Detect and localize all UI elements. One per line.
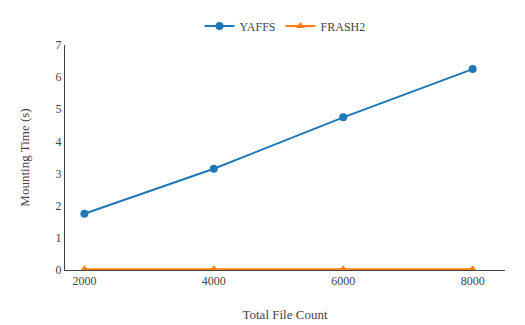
svg-text:1: 1 xyxy=(56,231,62,245)
svg-text:3: 3 xyxy=(56,167,62,181)
svg-text:6000: 6000 xyxy=(331,274,355,288)
svg-text:4000: 4000 xyxy=(202,274,226,288)
svg-text:Total File Count: Total File Count xyxy=(242,307,327,322)
svg-text:2000: 2000 xyxy=(72,274,96,288)
svg-text:FRASH2: FRASH2 xyxy=(321,20,366,34)
svg-text:4: 4 xyxy=(56,135,62,149)
svg-text:0: 0 xyxy=(56,263,62,277)
svg-text:Mounting Time (s): Mounting Time (s) xyxy=(17,108,32,206)
svg-text:8000: 8000 xyxy=(461,274,485,288)
svg-text:5: 5 xyxy=(56,102,62,116)
svg-text:7: 7 xyxy=(56,38,62,52)
svg-text:6: 6 xyxy=(56,70,62,84)
svg-text:2: 2 xyxy=(56,199,62,213)
svg-text:YAFFS: YAFFS xyxy=(240,20,276,34)
